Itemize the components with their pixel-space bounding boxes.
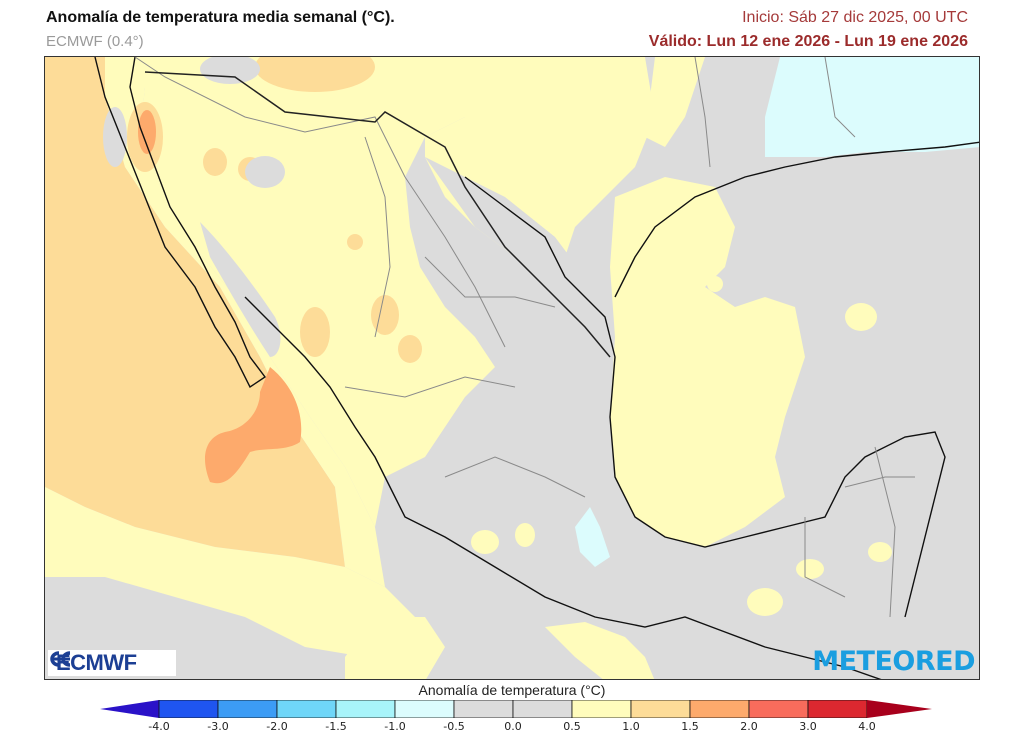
tick-label: 4.0: [858, 720, 876, 733]
tick-label: -1.0: [384, 720, 406, 733]
legend-title: Anomalía de temperatura (°C): [418, 682, 606, 698]
map-canvas: [45, 57, 979, 679]
tick-label: 1.5: [681, 720, 699, 733]
ecmwf-logo-icon: [50, 651, 71, 667]
tick-label: 1.0: [622, 720, 640, 733]
ecmwf-logo: ECMWF: [48, 650, 176, 676]
tick-label: 0.5: [563, 720, 581, 733]
tick-label: -1.5: [325, 720, 347, 733]
meteored-logo: METEORED: [812, 646, 975, 677]
tick-label: -3.0: [207, 720, 229, 733]
valid-period: Válido: Lun 12 ene 2026 - Lun 19 ene 202…: [648, 33, 968, 50]
model-label: ECMWF (0.4°): [46, 33, 144, 50]
map-title: Anomalía de temperatura media semanal (°…: [46, 9, 395, 26]
tick-label: -2.0: [266, 720, 288, 733]
tick-label: 3.0: [799, 720, 817, 733]
tick-label: -4.0: [148, 720, 170, 733]
anomaly-map[interactable]: ECMWF METEORED: [44, 56, 980, 680]
tick-label: 0.0: [504, 720, 522, 733]
init-time: Inicio: Sáb 27 dic 2025, 00 UTC: [742, 9, 968, 26]
legend-ticks: -4.0 -3.0 -2.0 -1.5 -1.0 -0.5 0.0 0.5 1.…: [0, 720, 1024, 736]
tick-label: -0.5: [443, 720, 465, 733]
tick-label: 2.0: [740, 720, 758, 733]
legend-colorbar: [100, 700, 932, 718]
